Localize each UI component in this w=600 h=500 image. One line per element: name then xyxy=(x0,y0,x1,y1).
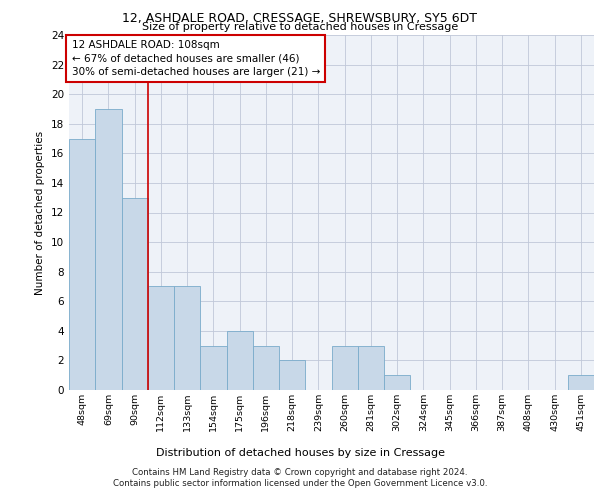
Text: 12, ASHDALE ROAD, CRESSAGE, SHREWSBURY, SY5 6DT: 12, ASHDALE ROAD, CRESSAGE, SHREWSBURY, … xyxy=(122,12,478,25)
Bar xyxy=(200,346,227,390)
Text: Distribution of detached houses by size in Cressage: Distribution of detached houses by size … xyxy=(155,448,445,458)
Bar xyxy=(227,331,253,390)
Bar xyxy=(384,375,410,390)
Bar xyxy=(174,286,200,390)
Bar xyxy=(69,138,95,390)
Bar xyxy=(95,109,121,390)
Text: Contains HM Land Registry data © Crown copyright and database right 2024.
Contai: Contains HM Land Registry data © Crown c… xyxy=(113,468,487,487)
Text: 12 ASHDALE ROAD: 108sqm
← 67% of detached houses are smaller (46)
30% of semi-de: 12 ASHDALE ROAD: 108sqm ← 67% of detache… xyxy=(71,40,320,76)
Bar xyxy=(148,286,174,390)
Text: Size of property relative to detached houses in Cressage: Size of property relative to detached ho… xyxy=(142,22,458,32)
Bar xyxy=(253,346,279,390)
Bar xyxy=(568,375,594,390)
Bar xyxy=(279,360,305,390)
Bar xyxy=(331,346,358,390)
Y-axis label: Number of detached properties: Number of detached properties xyxy=(35,130,46,294)
Bar xyxy=(358,346,384,390)
Bar xyxy=(121,198,148,390)
